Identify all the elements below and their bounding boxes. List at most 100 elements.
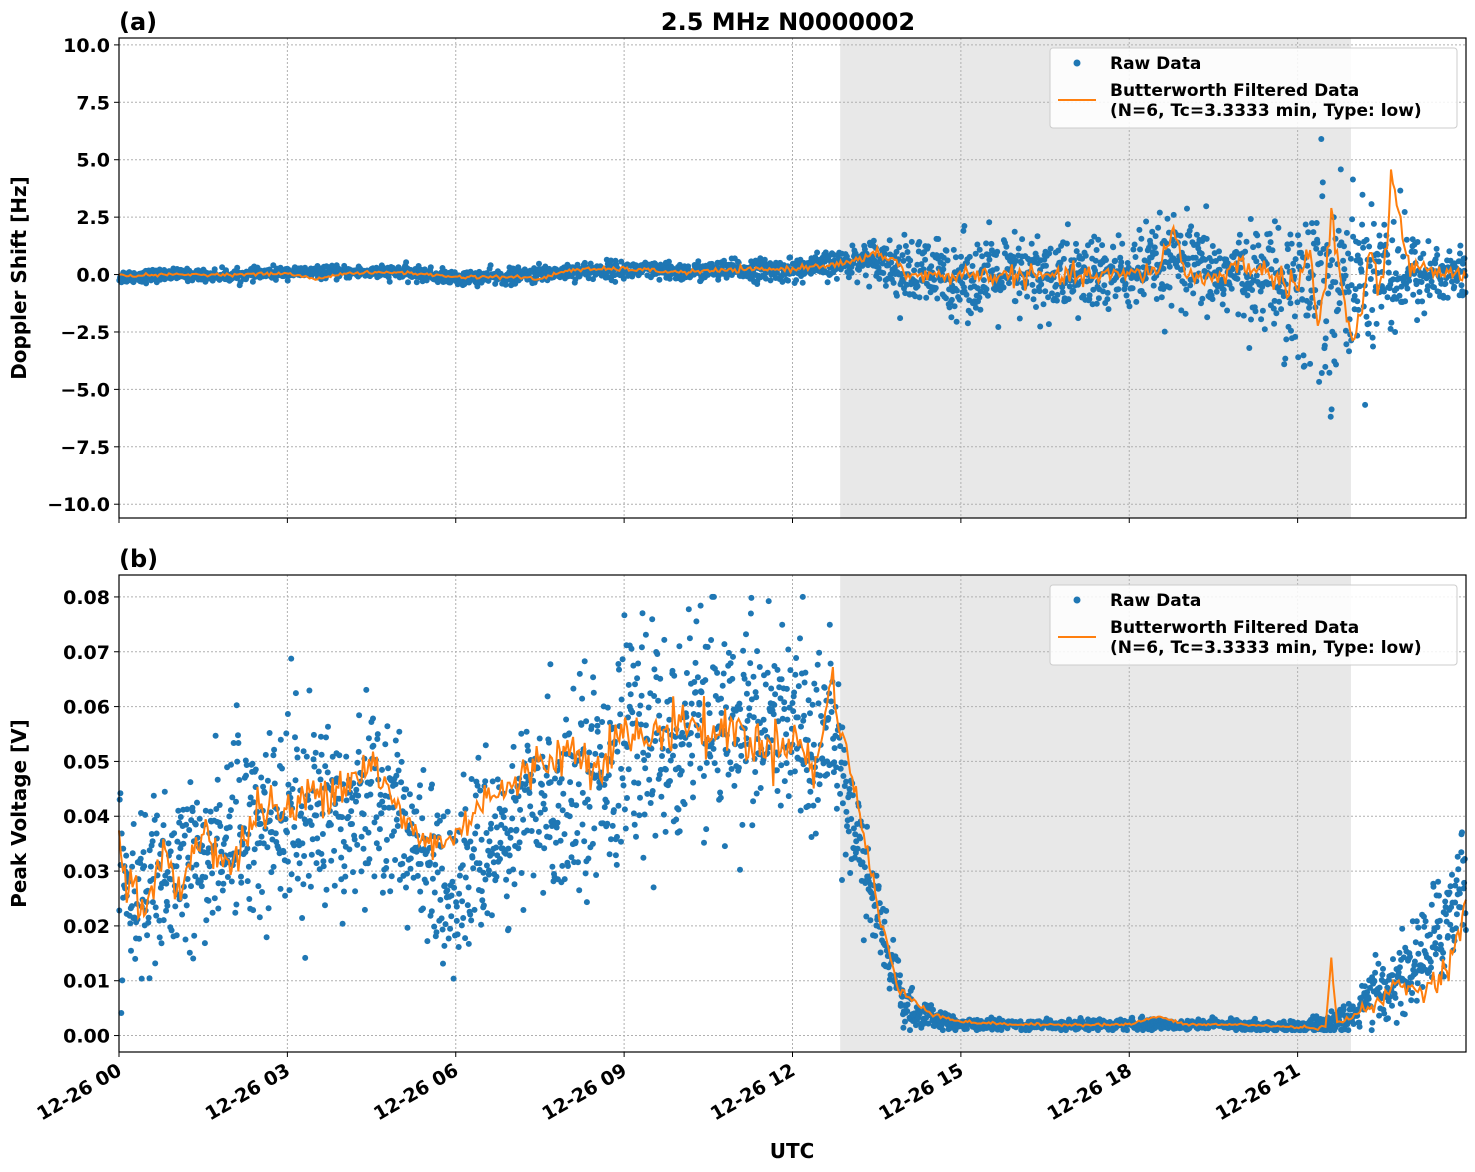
raw-data-point [819, 755, 826, 762]
raw-data-point [1444, 294, 1451, 301]
raw-data-point [293, 851, 300, 858]
raw-data-point [831, 745, 838, 752]
raw-data-point [323, 886, 330, 893]
raw-data-point [1073, 240, 1079, 247]
raw-data-point [635, 780, 642, 787]
raw-data-point [976, 246, 983, 253]
raw-data-point [1255, 242, 1262, 249]
raw-data-point [380, 872, 387, 879]
raw-data-point [993, 265, 1000, 272]
raw-data-point [352, 888, 359, 895]
raw-data-point [745, 680, 752, 687]
raw-data-point [573, 802, 580, 809]
raw-data-point [180, 840, 187, 847]
raw-data-point [594, 728, 601, 735]
raw-data-point [230, 740, 237, 746]
raw-data-point [1454, 278, 1460, 284]
raw-data-point [1203, 203, 1210, 210]
raw-data-point [907, 1027, 913, 1034]
raw-data-point [814, 249, 821, 256]
raw-data-point [172, 903, 179, 910]
raw-data-point [570, 685, 577, 692]
raw-data-point [886, 985, 893, 992]
raw-data-point [659, 753, 665, 759]
raw-data-point [130, 821, 137, 827]
raw-data-point [394, 751, 401, 758]
raw-data-point [1028, 240, 1035, 247]
raw-data-point [676, 828, 683, 835]
raw-data-point [1292, 256, 1299, 263]
raw-data-point [396, 876, 403, 883]
raw-data-point [687, 730, 694, 736]
raw-data-point [1359, 191, 1366, 198]
raw-data-point [1287, 231, 1294, 238]
raw-data-point [510, 743, 517, 750]
raw-data-point [212, 732, 219, 739]
raw-data-point [145, 919, 152, 926]
raw-data-point [896, 244, 903, 251]
y-tick-label: 10.0 [63, 35, 110, 57]
raw-data-point [1112, 293, 1119, 300]
raw-data-point [1139, 1013, 1146, 1020]
raw-data-point [695, 712, 702, 718]
raw-data-point [675, 806, 682, 813]
raw-data-point [482, 778, 489, 785]
raw-data-point [348, 808, 355, 815]
raw-data-point [386, 804, 392, 811]
raw-data-point [1016, 315, 1023, 322]
raw-data-point [717, 789, 724, 796]
raw-data-point [432, 861, 439, 868]
raw-data-point [1268, 266, 1275, 273]
legend-raw-label: Raw Data [1110, 54, 1201, 74]
raw-data-point [524, 827, 531, 834]
raw-data-point [764, 669, 771, 676]
raw-data-point [983, 286, 990, 293]
raw-data-point [489, 778, 496, 785]
raw-data-point [843, 778, 850, 785]
raw-data-point [1132, 254, 1139, 260]
raw-data-point [536, 260, 542, 267]
raw-data-point [779, 715, 786, 722]
raw-data-point [544, 693, 551, 700]
raw-data-point [265, 905, 272, 912]
raw-data-point [729, 675, 736, 682]
raw-data-point [286, 887, 293, 894]
raw-data-point [1160, 265, 1167, 272]
raw-data-point [1406, 277, 1413, 284]
raw-data-point [1341, 243, 1347, 250]
raw-data-point [793, 277, 800, 284]
raw-data-point [746, 705, 753, 712]
raw-data-point [694, 674, 701, 681]
raw-data-point [1336, 300, 1343, 307]
raw-data-point [944, 257, 951, 264]
raw-data-point [598, 752, 605, 759]
raw-data-point [588, 723, 595, 730]
raw-data-point [378, 810, 385, 817]
raw-data-point [437, 896, 444, 903]
raw-data-point [1307, 360, 1314, 367]
raw-data-point [1170, 211, 1177, 218]
raw-data-point [791, 768, 798, 775]
raw-data-point [268, 869, 275, 876]
raw-data-point [298, 803, 305, 810]
raw-data-point [509, 815, 516, 822]
raw-data-point [897, 972, 903, 979]
raw-data-point [654, 651, 661, 657]
raw-data-point [183, 902, 190, 909]
raw-data-point [299, 915, 306, 921]
raw-data-point [472, 830, 479, 837]
raw-data-point [1166, 263, 1173, 270]
raw-data-point [844, 823, 850, 830]
raw-data-point [479, 897, 486, 904]
raw-data-point [391, 828, 397, 835]
raw-data-point [524, 742, 531, 749]
raw-data-point [283, 730, 290, 737]
raw-data-point [586, 749, 593, 756]
raw-data-point [652, 832, 659, 839]
raw-data-point [246, 896, 253, 902]
raw-data-point [259, 889, 265, 895]
raw-data-point [565, 863, 571, 869]
raw-data-point [1392, 270, 1399, 277]
raw-data-point [816, 781, 823, 788]
raw-data-point [447, 925, 454, 932]
